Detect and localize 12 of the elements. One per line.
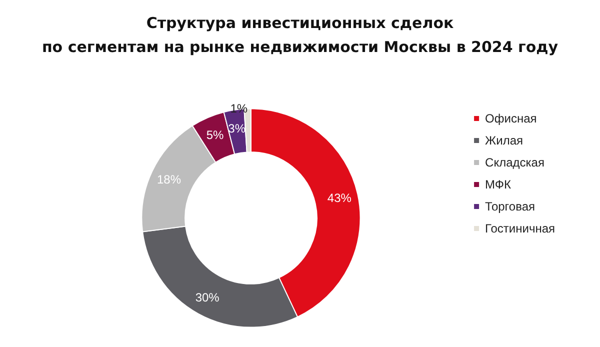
legend-label: МФК xyxy=(485,178,512,192)
legend-label: Гостиничная xyxy=(485,222,556,236)
legend-label: Жилая xyxy=(485,134,524,148)
data-label: 18% xyxy=(156,172,182,186)
data-label: 43% xyxy=(327,191,352,206)
data-label: 3% xyxy=(228,122,246,136)
legend-label: Складская xyxy=(485,156,544,170)
data-label: 30% xyxy=(195,290,220,304)
data-label: 5% xyxy=(206,128,224,142)
chart-title: Структура инвестиционных сделок по сегментам на рынке недвижимости Москвы в 2024 году xyxy=(42,14,558,56)
legend-label: Торговая xyxy=(485,200,536,214)
legend-label: Офисная xyxy=(485,112,537,126)
